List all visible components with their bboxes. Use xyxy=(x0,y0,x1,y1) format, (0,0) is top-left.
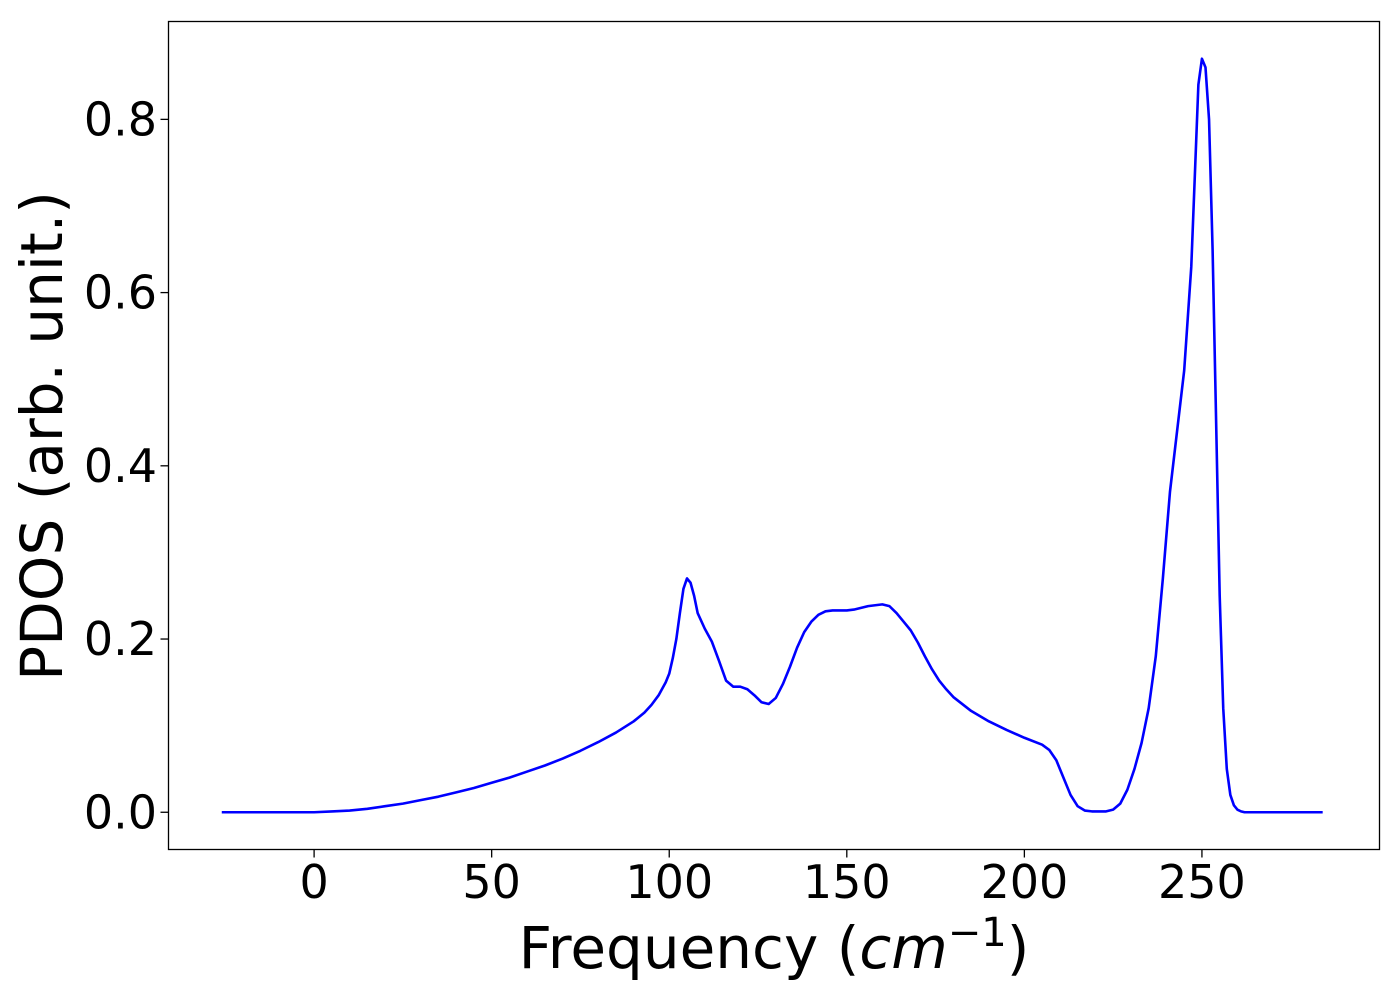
plot-layer xyxy=(221,57,1323,814)
y-tick-label: 0.4 xyxy=(84,439,157,493)
x-tick-label: 0 xyxy=(299,855,328,909)
y-tick-label: 0.8 xyxy=(84,92,157,146)
y-axis-ticks: 0.0 0.2 0.4 0.6 0.8 xyxy=(84,92,169,839)
x-tick-label: 100 xyxy=(625,855,713,909)
series-line-0 xyxy=(221,57,1323,814)
x-tick-label: 250 xyxy=(1158,855,1246,909)
x-tick-label: 200 xyxy=(980,855,1068,909)
y-tick-label: 0.6 xyxy=(84,266,157,320)
y-axis-label: PDOS (arb. unit.) xyxy=(8,191,76,681)
y-tick-label: 0.2 xyxy=(84,612,157,666)
x-axis-ticks: 0 50 100 150 200 250 xyxy=(299,849,1246,909)
x-tick-label: 150 xyxy=(803,855,891,909)
x-axis-label: Frequency (cm−1) xyxy=(519,910,1030,982)
plot-frame xyxy=(167,20,1381,851)
x-tick-label: 50 xyxy=(462,855,521,909)
y-tick-label: 0.0 xyxy=(84,785,157,839)
